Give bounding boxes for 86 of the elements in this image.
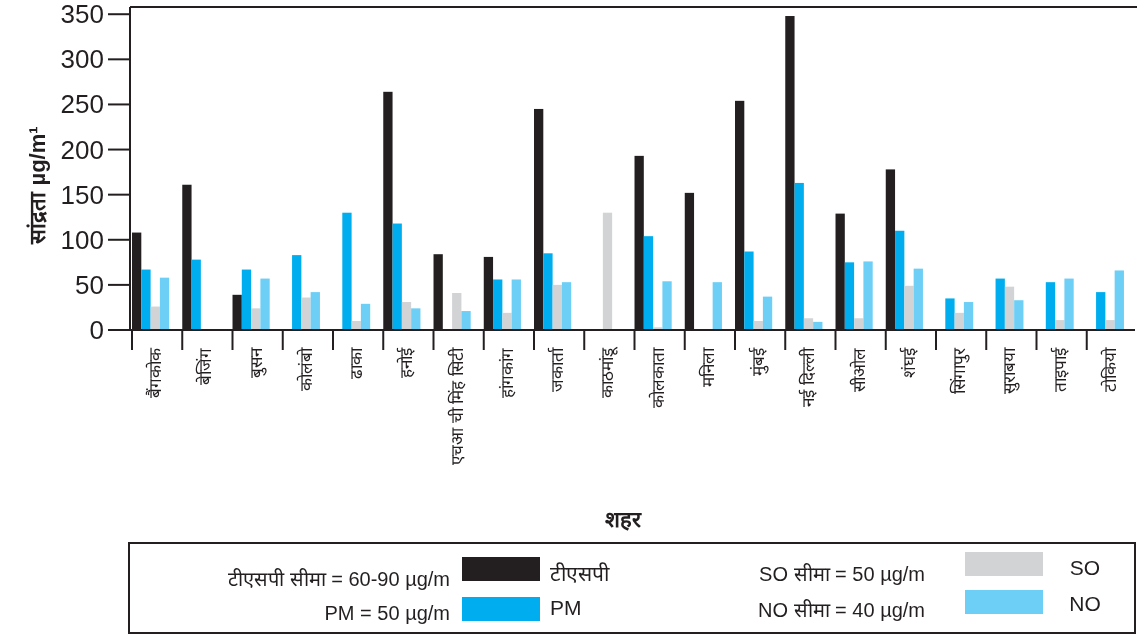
x-tick-label: हनोई (396, 347, 417, 378)
y-tick-label: 100 (60, 224, 104, 255)
x-tick-label: बैंगकोक (145, 347, 166, 398)
bar (1105, 320, 1115, 330)
x-tick-label: सिंगापुर (949, 347, 971, 394)
x-tick-label: हांगकांग (497, 348, 517, 398)
text: टीएसपी सीमा = 60-90 µg/m (228, 568, 450, 590)
bar (794, 182, 804, 330)
bar (159, 277, 170, 330)
y-tick-label: 50 (75, 269, 104, 300)
bar (602, 212, 613, 330)
bar (502, 312, 512, 330)
y-tick-label: 150 (60, 179, 104, 210)
bar (803, 318, 814, 330)
bar (452, 293, 462, 330)
bar (963, 302, 974, 330)
text: SO सीमा = 50 µg/m (759, 563, 925, 585)
x-tick-label: मुंबई (748, 347, 770, 376)
y-tick-label: 0 (89, 315, 104, 345)
y-tick-label: 300 (60, 44, 104, 75)
bar (251, 308, 261, 330)
x-tick-label: एचआ ची मिंह सिटी (446, 347, 467, 466)
bar (301, 297, 311, 330)
x-tick-label: बुसन (246, 347, 267, 378)
bar (1064, 278, 1074, 330)
bar (511, 279, 521, 330)
x-tick-label: टोकियो (1099, 347, 1120, 392)
x-tick-label: ताइपाई (1049, 347, 1070, 392)
x-tick-label: कोलकाता (647, 347, 668, 408)
bar (360, 303, 371, 330)
x-tick-label: ढाका (347, 347, 367, 379)
y-axis-title: सांद्रता µg/m¹ (25, 126, 50, 245)
bar (552, 284, 562, 330)
bar (493, 279, 503, 330)
bar (401, 302, 412, 330)
legend-label: टीएसपी (550, 562, 610, 585)
bar (561, 282, 572, 330)
bar (863, 261, 873, 330)
legend-label: NO (1069, 592, 1101, 615)
text: NO सीमा = 40 µg/m (757, 599, 925, 621)
x-tick-label: नई दिल्ली (798, 347, 819, 407)
bar (854, 318, 864, 330)
bar (461, 311, 471, 330)
bar (954, 312, 964, 330)
bar (292, 255, 302, 330)
bar (543, 253, 553, 330)
y-tick-label: 200 (60, 134, 104, 165)
x-tick-label: कोलंबो (295, 347, 316, 391)
bar (141, 269, 151, 330)
x-tick-label: बेजिंग (195, 348, 216, 385)
bar (643, 236, 654, 330)
bar (913, 268, 923, 330)
bar (260, 278, 270, 330)
bar (744, 251, 754, 330)
bar (945, 298, 955, 330)
bar (191, 259, 201, 330)
bar (342, 212, 352, 330)
bar (662, 281, 672, 330)
bar (904, 285, 914, 330)
bar (241, 269, 252, 330)
y-tick-label: 250 (60, 89, 104, 120)
bar (762, 296, 773, 330)
bar (1096, 292, 1106, 330)
bar (411, 308, 421, 330)
legend-label: PM (550, 596, 582, 619)
bar (1045, 282, 1056, 330)
x-tick-label: सुराबया (1000, 347, 1021, 394)
bar (995, 278, 1005, 330)
x-axis-title: शहर (604, 507, 642, 532)
x-tick-label: जकार्ता (547, 347, 568, 392)
x-tick-label: शंघई (898, 347, 919, 378)
bar (392, 223, 402, 330)
bar (844, 262, 855, 330)
bar (895, 230, 905, 330)
bar (150, 306, 160, 330)
bar (1014, 300, 1024, 330)
bar (310, 292, 320, 330)
bar (712, 282, 722, 330)
x-tick-label: काठमांडू (598, 346, 619, 398)
y-tick-label: 350 (60, 0, 104, 30)
x-tick-label: सीओल (848, 348, 869, 392)
bar (1114, 270, 1124, 330)
legend-label: SO (1069, 556, 1101, 579)
text: PM = 50 µg/m (324, 602, 450, 624)
x-tick-label: मनिला (697, 347, 718, 387)
bar (1004, 286, 1015, 330)
